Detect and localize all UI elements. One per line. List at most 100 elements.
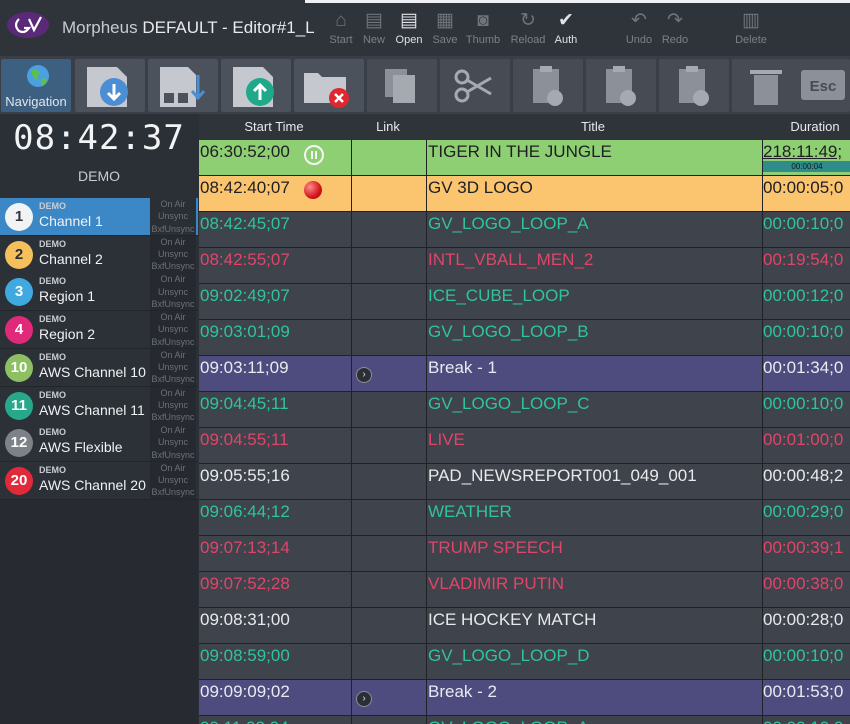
grid-header: Start Time Link Title Duration (199, 114, 850, 140)
channel-status-on-air: On Air (160, 387, 186, 398)
table-row[interactable]: 09:03:01;09 GV_LOGO_LOOP_B 00:00:10;0 (199, 320, 850, 356)
title-cell: WEATHER (428, 502, 512, 521)
column-header-duration[interactable]: Duration (790, 119, 840, 134)
title-cell: GV_LOGO_LOOP_A (428, 716, 758, 724)
import-button[interactable] (148, 59, 218, 112)
start-time-cell: 09:08:31;00 (200, 610, 290, 629)
channel-status-bxfunsync: BxfUnsync (151, 261, 195, 272)
table-row[interactable]: 09:02:49;07 ICE_CUBE_LOOP 00:00:12;0 (199, 284, 850, 320)
paste-before-button[interactable] (513, 59, 583, 112)
break-link-icon[interactable]: › (356, 367, 372, 383)
table-row[interactable]: 08:42:55;07 INTL_VBALL_MEN_2 00:19:54;0 (199, 248, 850, 284)
server-label: DEMO (78, 168, 120, 184)
top-strip (305, 0, 850, 3)
channel-item[interactable]: 11 DEMO AWS Channel 11 On Air Unsync BxfUnsyn… (0, 386, 198, 425)
channel-item[interactable]: 2 DEMO Channel 2 On Air Unsync BxfUnsync (0, 235, 198, 274)
table-row[interactable]: 08:42:45;07 GV_LOGO_LOOP_A 00:00:10;0 (199, 212, 850, 248)
table-row[interactable]: 09:05:55;16 PAD_NEWSREPORT001_049_001 00:0… (199, 464, 850, 500)
link-cell (351, 716, 427, 724)
save-icon: ▦ (436, 10, 454, 31)
duration-cell: 00:01:53;0 (762, 680, 850, 716)
title-action-delete[interactable]: ▥ Delete (729, 8, 773, 54)
duration-cell: 00:19:54;0 (762, 248, 850, 284)
title-action-open[interactable]: ▤ Open (387, 8, 431, 54)
channel-item[interactable]: 3 DEMO Region 1 On Air Unsync BxfUnsync (0, 273, 198, 312)
table-row[interactable]: 08:42:40;07 GV 3D LOGO 00:00:05;0 (199, 176, 850, 212)
duration-cell: 00:00:10;0 (762, 320, 850, 356)
column-header-start-time[interactable]: Start Time (244, 119, 304, 134)
toolbar: Navigation Esc (0, 56, 850, 114)
trash-icon: ▥ (742, 10, 760, 31)
table-row[interactable]: 06:30:52;00 TIGER IN THE JUNGLE 218:11:49;… (199, 140, 850, 176)
table-row[interactable]: 09:07:13;14 TRUMP SPEECH 00:00:39;1 (199, 536, 850, 572)
link-cell (351, 536, 427, 572)
table-row[interactable]: 09:09:09;02 Break - 2 00:01:53;0 › (199, 680, 850, 716)
channel-status-on-air: On Air (160, 349, 186, 360)
table-row[interactable]: 09:06:44;12 WEATHER 00:00:29;0 (199, 500, 850, 536)
duration-cell: 00:00:28;0 (762, 608, 850, 644)
table-row[interactable]: 09:03:11;09 Break - 1 00:01:34;0 › (199, 356, 850, 392)
channel-item[interactable]: 10 DEMO AWS Channel 10 On Air Unsync BxfUnsyn… (0, 348, 198, 387)
folder-close-icon (304, 73, 349, 108)
channel-item[interactable]: 1 DEMO Channel 1 On Air Unsync BxfUnsync (0, 198, 198, 236)
channel-status-unsync: Unsync (157, 248, 188, 259)
copy-button[interactable] (367, 59, 437, 112)
escape-button[interactable]: Esc (795, 59, 850, 112)
title-action-save[interactable]: ▦ Save (423, 8, 467, 54)
title-action-label: Start (329, 34, 353, 46)
table-row[interactable]: 09:11:02;04 GV_LOGO_LOOP_A 00:00:10;0 (199, 716, 850, 724)
cut-button[interactable] (440, 59, 510, 112)
globe-icon (27, 65, 49, 87)
channel-item[interactable]: 4 DEMO Region 2 On Air Unsync BxfUnsync (0, 311, 198, 350)
table-row[interactable]: 09:08:31;00 ICE HOCKEY MATCH 00:00:28;0 (199, 608, 850, 644)
title-action-new[interactable]: ▤ New (352, 8, 396, 54)
pause-icon[interactable] (304, 145, 324, 165)
duration-cell: 00:00:29;0 (762, 500, 850, 536)
open-list-icon: ▤ (400, 10, 418, 31)
title-action-auth[interactable]: ✔ Auth (544, 8, 588, 54)
channel-status-unsync: Unsync (157, 399, 188, 410)
start-time-cell: 09:02:49;07 (200, 286, 290, 305)
break-link-icon[interactable]: › (356, 691, 372, 707)
column-header-link[interactable]: Link (376, 119, 400, 134)
channel-name: AWS Flexible (39, 439, 123, 456)
paste-after-button[interactable] (586, 59, 656, 112)
channel-status-on-air: On Air (160, 199, 186, 209)
link-cell (351, 644, 427, 680)
table-row[interactable]: 09:04:45;11 GV_LOGO_LOOP_C 00:00:10;0 (199, 392, 850, 428)
title-action-redo[interactable]: ↷ Redo (653, 8, 697, 54)
channel-status-bxfunsync: BxfUnsync (151, 449, 195, 460)
channel-item[interactable]: 12 DEMO AWS Flexible On Air Unsync BxfUnsync (0, 424, 198, 463)
channel-item[interactable]: 20 DEMO AWS Channel 20 On Air Unsync BxfUnsyn… (0, 461, 198, 500)
channel-server: DEMO (39, 276, 66, 287)
title-action-label: Undo (625, 34, 653, 46)
upload-button[interactable] (221, 59, 291, 112)
channel-server: DEMO (39, 427, 66, 438)
table-row[interactable]: 09:08:59;00 GV_LOGO_LOOP_D 00:00:10;0 (199, 644, 850, 680)
app-title: Morpheus DEFAULT - Editor#1_L (62, 18, 315, 38)
download-button[interactable] (75, 59, 145, 112)
title-cell: PAD_NEWSREPORT001_049_001 (428, 466, 697, 485)
column-header-title[interactable]: Title (580, 119, 606, 134)
app-name: Morpheus (62, 18, 138, 37)
title-action-undo[interactable]: ↶ Undo (617, 8, 661, 54)
title-action-reload[interactable]: ↻ Reload (506, 8, 550, 54)
title-action-thumb[interactable]: ◙ Thumb (461, 8, 505, 54)
channel-name: AWS Channel 20 (39, 476, 146, 493)
title-cell: TIGER IN THE JUNGLE (428, 142, 612, 161)
title-cell: Break - 2 (428, 682, 497, 701)
channel-status-unsync: Unsync (157, 324, 188, 335)
start-time-cell: 09:06:44;12 (200, 502, 290, 521)
table-row[interactable]: 09:04:55;11 LIVE 00:01:00;0 (199, 428, 850, 464)
channel-server: DEMO (39, 314, 66, 325)
duration-cell: 00:00:10;0 (762, 392, 850, 428)
title-action-label: Open (395, 34, 423, 46)
close-list-button[interactable] (294, 59, 364, 112)
link-cell (351, 356, 427, 392)
delete-button[interactable] (732, 59, 802, 112)
navigation-button[interactable]: Navigation (1, 59, 71, 112)
title-action-start[interactable]: ⌂ Start (319, 8, 363, 54)
channel-number-badge: 12 (5, 429, 33, 458)
paste-replace-button[interactable] (659, 59, 729, 112)
table-row[interactable]: 09:07:52;28 VLADIMIR PUTIN 00:00:38;0 (199, 572, 850, 608)
